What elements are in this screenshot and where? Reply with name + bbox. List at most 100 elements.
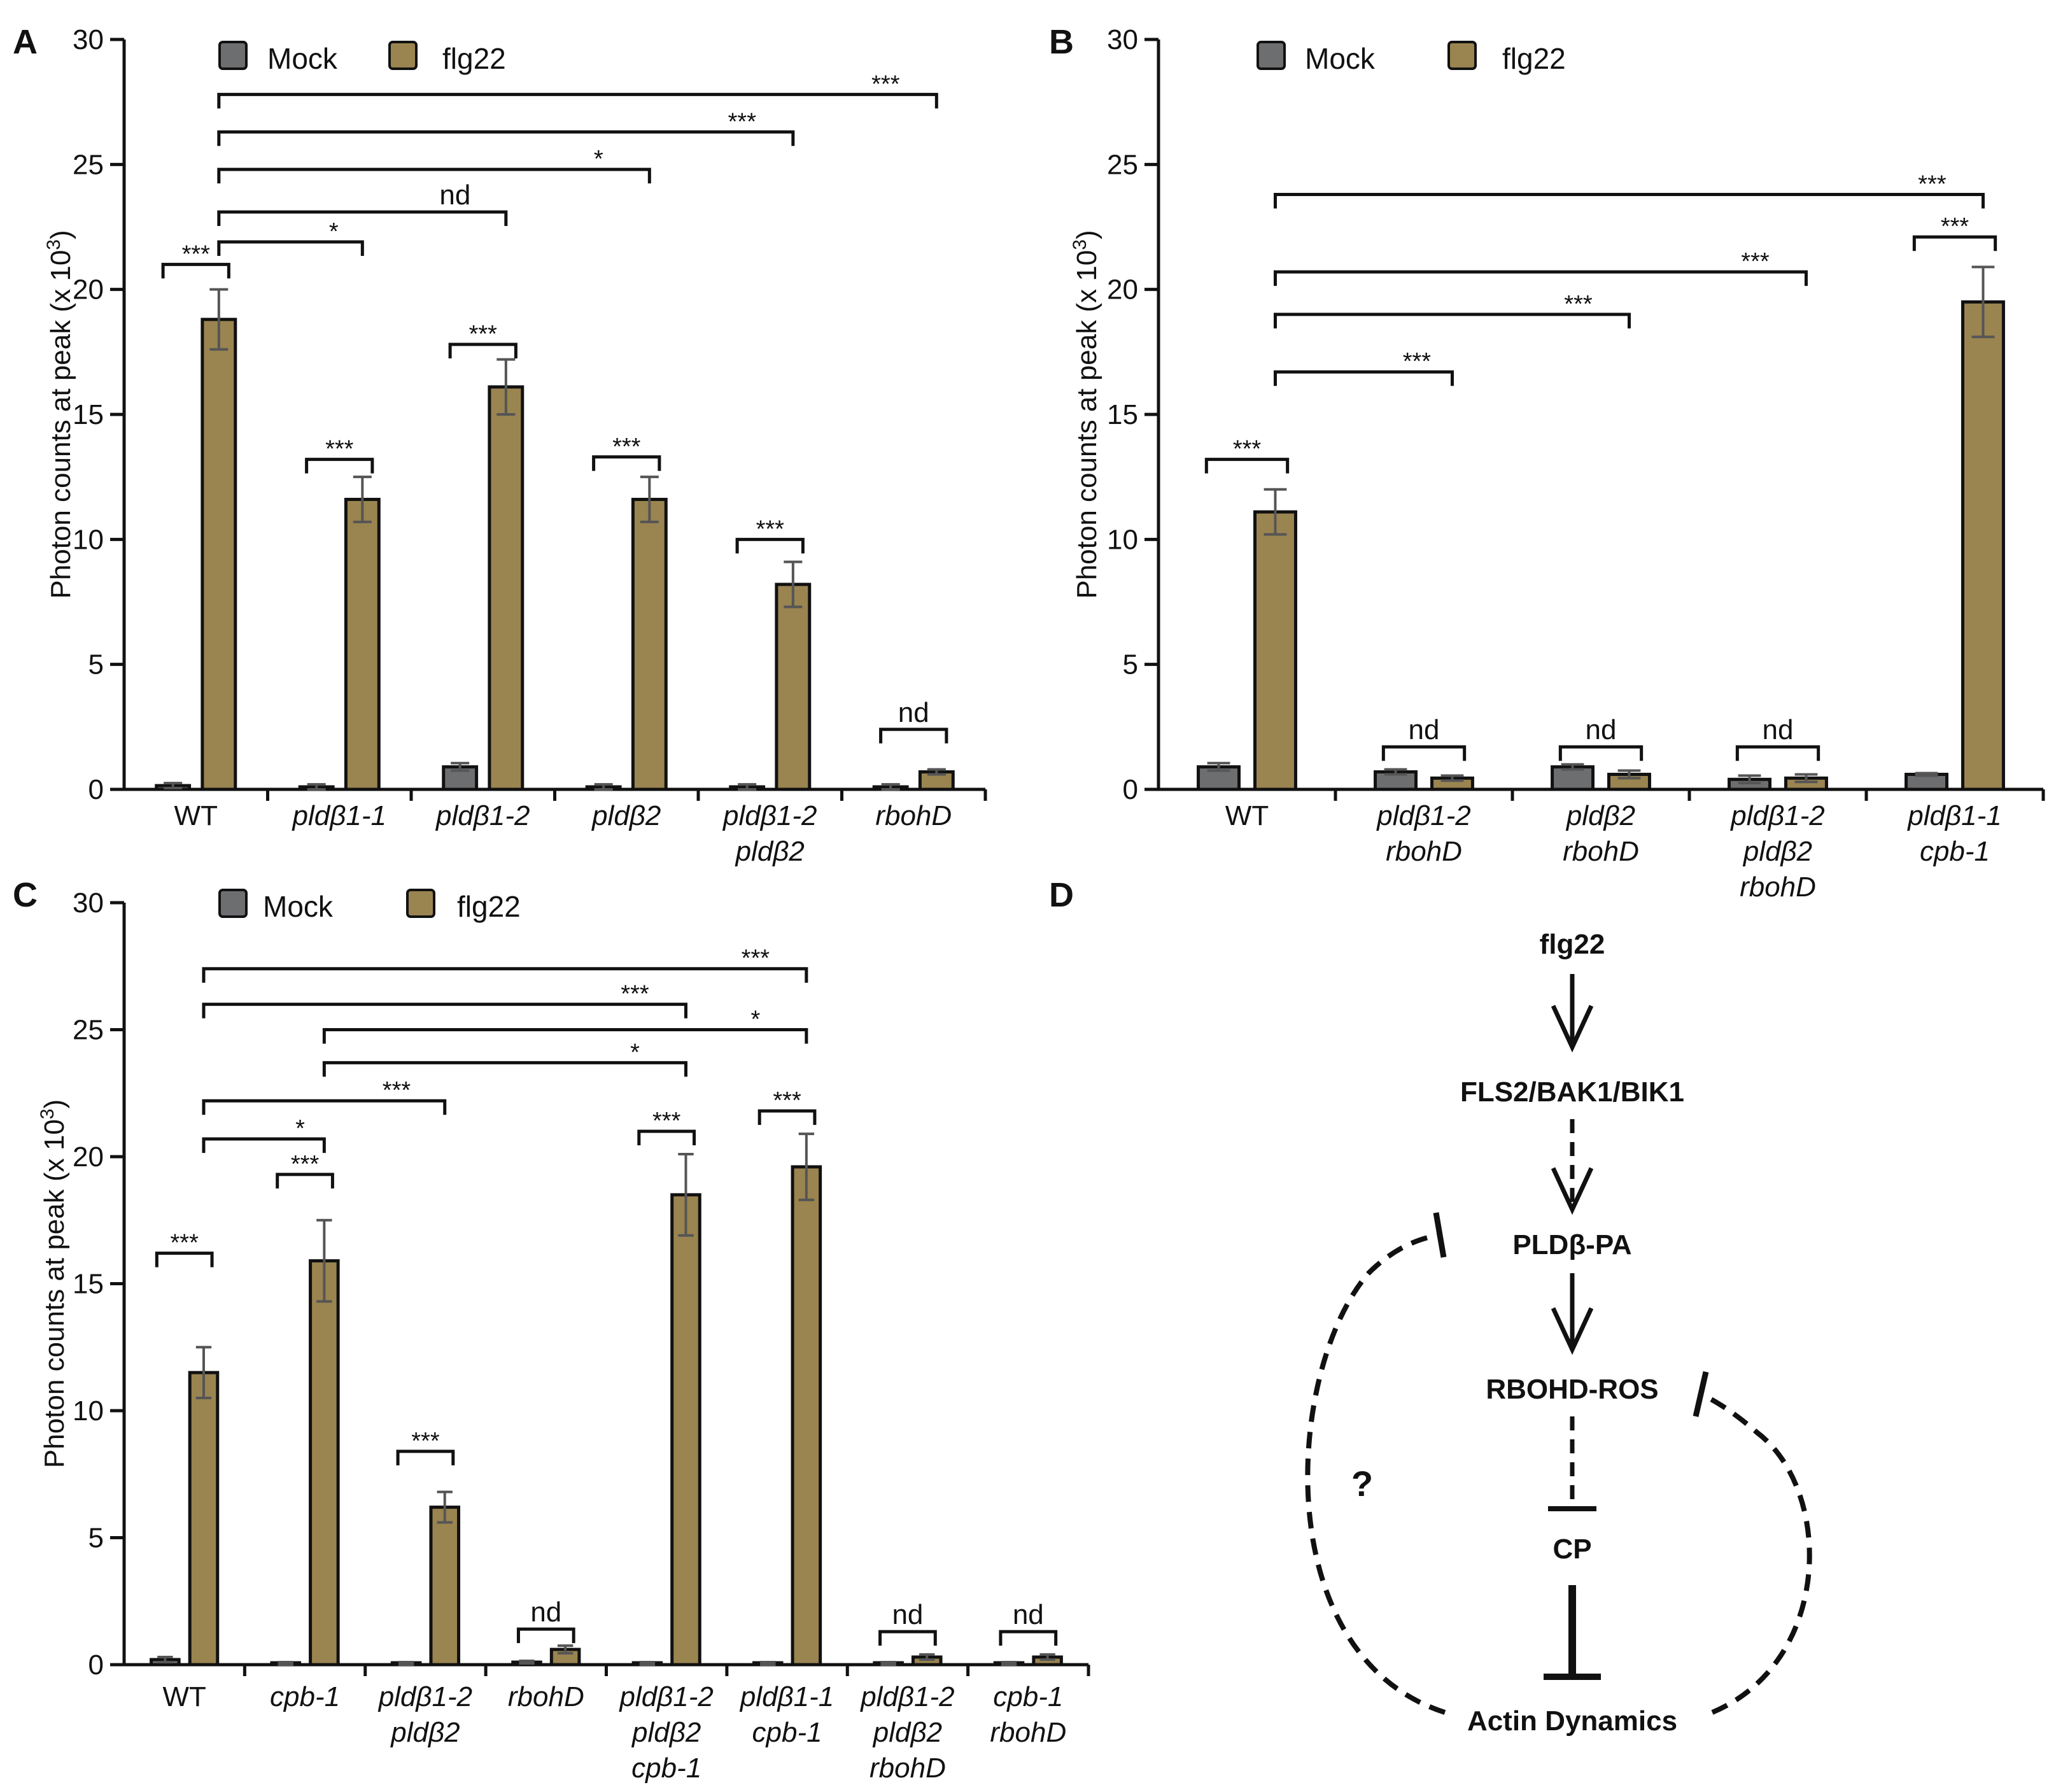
x-category-label: rbohD	[990, 1717, 1066, 1748]
significance-label: ***	[325, 436, 354, 463]
y-axis-label-main: Photon counts at peak (x 10	[1071, 250, 1102, 599]
significance-label: ***	[1918, 171, 1947, 197]
significance-bracket	[879, 728, 948, 744]
arrowhead-fls2-pld	[1551, 1167, 1594, 1215]
significance-label: ***	[742, 945, 770, 972]
y-tick-label: 30	[73, 24, 104, 55]
y-axis-label-main: Photon counts at peak (x 10	[39, 1119, 70, 1468]
x-category-label: pldβ1-1	[292, 800, 386, 831]
significance-bracket	[735, 537, 805, 554]
significance-label: nd	[439, 180, 470, 211]
legend-a: Mock flg22	[218, 41, 506, 75]
x-category-label: rbohD	[1740, 871, 1816, 903]
y-tick-label: 15	[73, 399, 104, 430]
significance-label: nd	[1586, 714, 1617, 745]
significance-bracket	[1273, 270, 1808, 286]
y-tick-label: 0	[88, 1649, 104, 1681]
significance-bracket	[217, 167, 651, 184]
x-category-label: pldβ2	[735, 836, 805, 867]
y-tick-label: 15	[73, 1269, 104, 1300]
legend-mock-label: Mock	[1305, 42, 1376, 75]
legend-c: Mock flg22	[218, 889, 521, 923]
y-tick-label: 5	[88, 649, 104, 681]
x-category-label: rbohD	[875, 800, 952, 831]
x-category-label: pldβ2	[872, 1717, 942, 1748]
feedback-actin-rbohd	[1700, 1392, 1812, 1715]
x-category-label: pldβ2	[390, 1717, 460, 1748]
legend-mock-label: Mock	[267, 42, 338, 75]
bar-flg22	[775, 582, 812, 791]
y-tick-label: 25	[1107, 149, 1138, 180]
significance-bracket	[202, 1099, 447, 1115]
significance-label: ***	[411, 1428, 440, 1455]
x-category-label: pldβ1-2	[859, 1681, 954, 1712]
significance-label: ***	[1403, 348, 1432, 375]
significance-bracket	[1912, 235, 1997, 251]
y-tick-label: 20	[73, 1141, 104, 1173]
significance-bracket	[217, 92, 938, 109]
significance-label: ***	[171, 1230, 199, 1257]
significance-bracket	[1204, 458, 1290, 474]
legend-flg22-label: flg22	[1502, 42, 1566, 75]
x-category-label: pldβ1-2	[435, 800, 530, 831]
significance-label: ***	[1941, 213, 1969, 240]
legend-flg22-label: flg22	[442, 42, 506, 75]
significance-label: *	[329, 218, 339, 245]
feedback-bar-rbohd	[1693, 1371, 1709, 1418]
x-category-label: pldβ2	[631, 1717, 701, 1748]
x-category-label: pldβ1-1	[1906, 800, 2001, 831]
significance-bracket	[1273, 192, 1985, 209]
y-tick-label: 5	[88, 1523, 104, 1554]
y-tick-label: 25	[73, 1015, 104, 1046]
x-category-label: rbohD	[870, 1753, 946, 1784]
significance-bracket	[1558, 745, 1644, 761]
x-category-label: pldβ2	[1565, 800, 1635, 831]
feedback-actin-pld	[1305, 1232, 1446, 1715]
significance-bracket	[1273, 313, 1631, 328]
y-axis-label: Photon counts at peak (x 103)	[43, 230, 76, 598]
significance-bracket	[516, 1627, 575, 1644]
legend-flg22-swatch	[388, 41, 418, 70]
y-axis-label-end: )	[1071, 230, 1102, 239]
significance-bracket	[1735, 745, 1820, 761]
x-category-label: pldβ1-2	[377, 1681, 472, 1712]
significance-label: ***	[469, 321, 498, 348]
y-axis-label-end: )	[45, 230, 76, 239]
x-category-label: cpb-1	[270, 1681, 340, 1712]
significance-label: ***	[1233, 436, 1262, 463]
significance-bracket	[276, 1173, 334, 1189]
y-tick-label: 0	[1123, 774, 1138, 805]
significance-label: nd	[892, 1599, 923, 1630]
significance-bracket	[217, 240, 364, 257]
chart-a: 0 5 10 15 20 25 30 Photon counts at peak (x 103…	[43, 24, 987, 867]
bar-flg22	[791, 1165, 822, 1667]
bar-flg22	[1253, 510, 1297, 791]
x-category-label: cpb-1	[1920, 836, 1990, 867]
chart-b: 0 5 10 15 20 25 30 Photon counts at peak (x 103…	[1069, 24, 2045, 903]
x-category-label: cpb-1	[993, 1681, 1063, 1712]
panel-letter-c: C	[13, 876, 38, 914]
significance-bracket	[878, 1630, 937, 1646]
x-category-label: pldβ2	[1742, 836, 1812, 867]
x-category-label: pldβ1-1	[739, 1681, 834, 1712]
legend-b: Mock flg22	[1257, 41, 1566, 75]
legend-flg22-label: flg22	[457, 890, 521, 923]
significance-label: *	[295, 1115, 305, 1142]
y-tick-label: 15	[1107, 399, 1138, 430]
x-category-label: pldβ1-2	[1376, 800, 1470, 831]
significance-bracket	[155, 1252, 214, 1267]
y-axis-label: Photon counts at peak (x 103)	[1069, 230, 1102, 598]
significance-label: ***	[728, 108, 757, 135]
significance-bracket	[1381, 745, 1467, 761]
significance-label: ***	[182, 241, 211, 267]
panel-letter-d: D	[1049, 876, 1074, 914]
significance-label: ***	[1741, 248, 1770, 275]
y-axis-label-end: )	[39, 1099, 70, 1109]
pathway-diagram: flg22 FLS2/BAK1/BIK1 PLDβ-PA RBOHD-ROS C…	[1305, 929, 1812, 1737]
bar-flg22	[309, 1259, 340, 1667]
node-actin: Actin Dynamics	[1467, 1705, 1677, 1737]
legend-mock-swatch	[1257, 41, 1286, 70]
significance-bracket	[202, 1137, 326, 1154]
